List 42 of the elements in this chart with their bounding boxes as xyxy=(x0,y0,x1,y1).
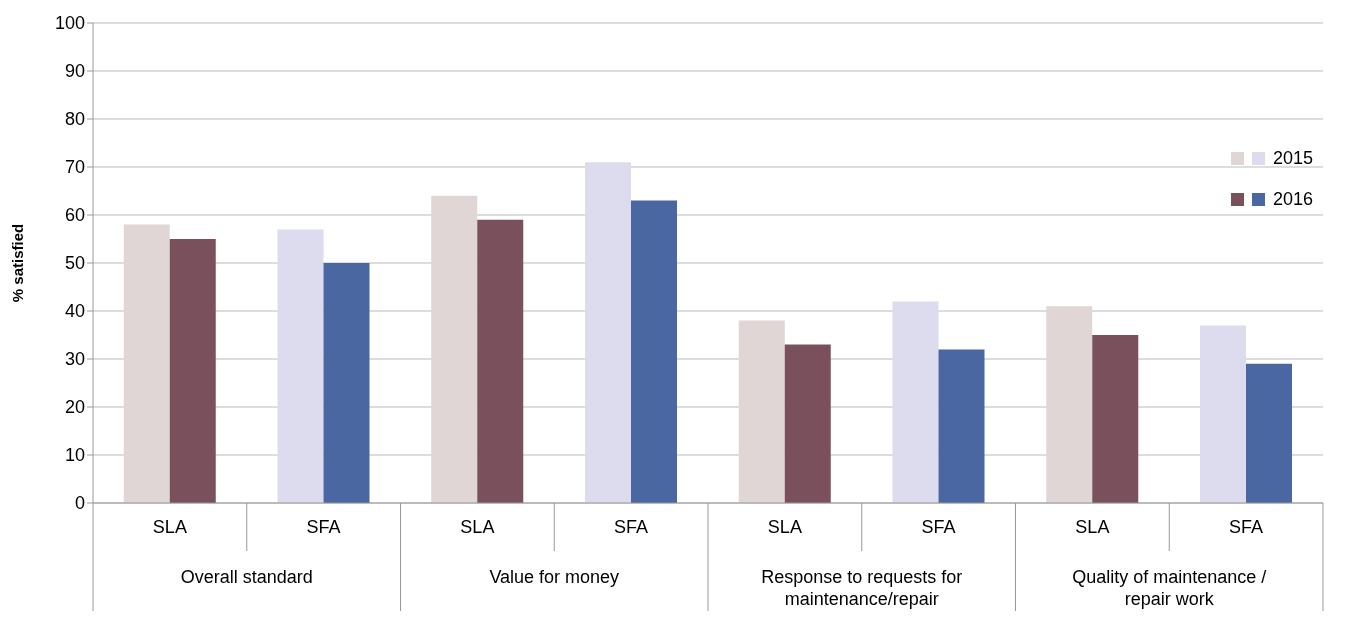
y-tick-label: 90 xyxy=(64,61,85,82)
bar xyxy=(123,224,170,503)
x-tick-label: SLA xyxy=(1075,517,1110,537)
legend-label: 2016 xyxy=(1272,189,1313,210)
x-tick-label: SLA xyxy=(767,517,802,537)
y-tick-label: 20 xyxy=(64,397,85,418)
bar xyxy=(738,320,785,503)
x-tick-label: SLA xyxy=(152,517,187,537)
bar xyxy=(169,239,216,503)
legend-label: 2015 xyxy=(1272,148,1313,169)
bar xyxy=(477,219,524,503)
bar xyxy=(1200,325,1246,503)
bar xyxy=(1046,306,1093,503)
bar xyxy=(1092,335,1139,503)
bar xyxy=(784,344,831,503)
y-tick-label: 80 xyxy=(64,109,85,130)
y-tick-label: 40 xyxy=(64,301,85,322)
text: Quality of maintenance / repair work xyxy=(1072,567,1267,609)
bar xyxy=(1246,363,1292,503)
bar xyxy=(631,200,677,503)
y-tick-label: 30 xyxy=(64,349,85,370)
bar xyxy=(431,195,478,503)
bar xyxy=(277,229,324,503)
text: Response to requests for maintenance/repair xyxy=(761,567,963,609)
text: Value for money xyxy=(489,567,620,587)
text: Overall standard xyxy=(180,567,313,587)
x-tick-label: SLA xyxy=(460,517,495,537)
y-tick-label: 10 xyxy=(64,445,85,466)
bar xyxy=(323,263,370,503)
x-tick-label: SFA xyxy=(306,517,341,537)
x-tick-label: SFA xyxy=(1229,517,1264,537)
y-tick-label: 0 xyxy=(74,493,85,514)
y-tick-label: 60 xyxy=(64,205,85,226)
bar xyxy=(585,162,631,503)
x-tick-label: SFA xyxy=(614,517,649,537)
bar xyxy=(938,349,985,503)
y-tick-label: 100 xyxy=(54,13,85,34)
bar xyxy=(892,301,939,503)
y-axis-title: % satisfied xyxy=(9,223,27,303)
y-tick-label: 70 xyxy=(64,157,85,178)
y-tick-label: 50 xyxy=(64,253,85,274)
x-tick-label: SFA xyxy=(921,517,956,537)
